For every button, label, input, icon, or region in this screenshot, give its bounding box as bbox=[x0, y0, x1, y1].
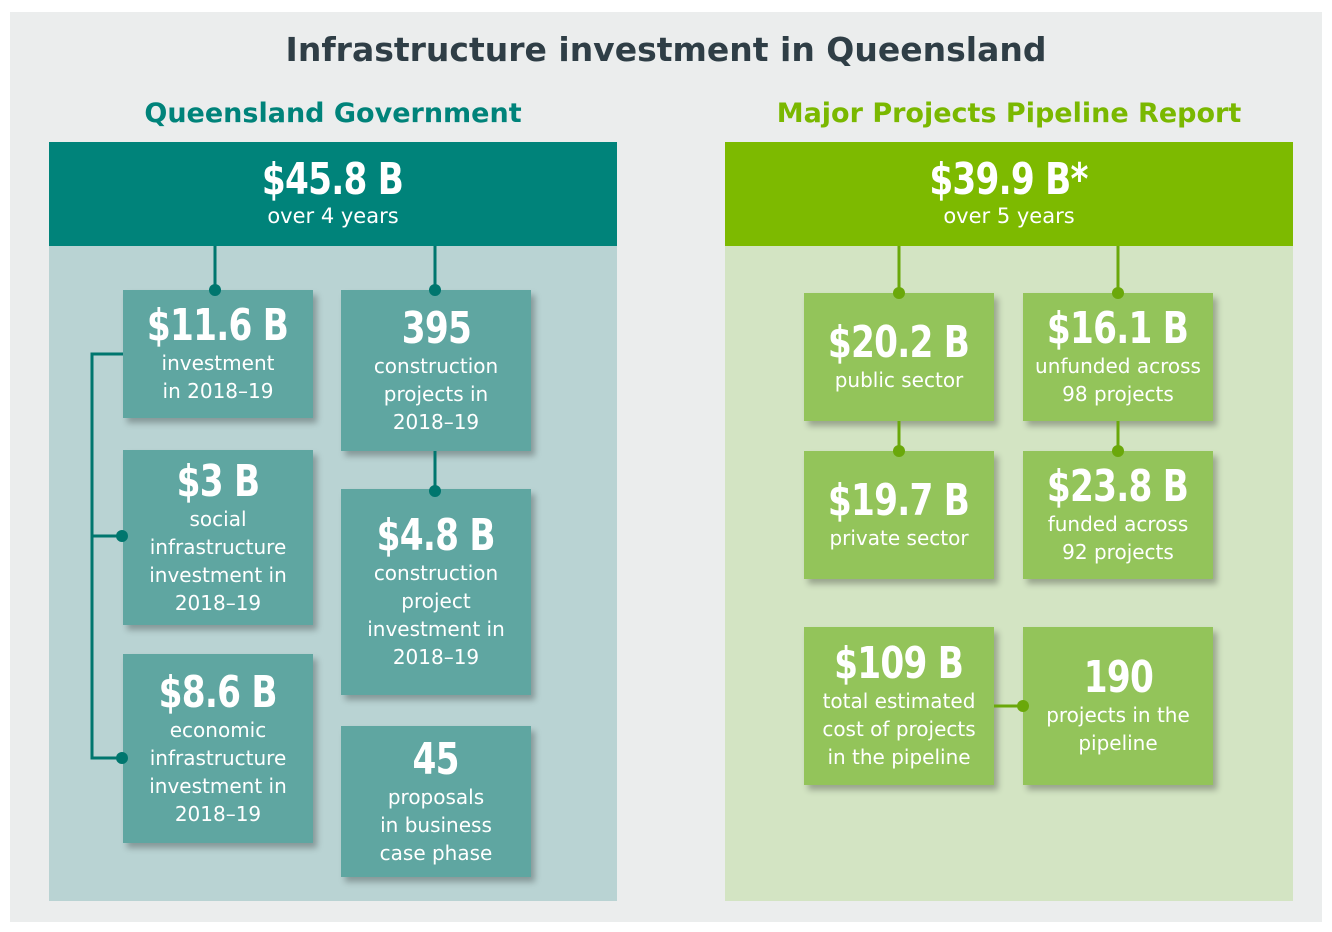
stat-text: social bbox=[189, 506, 247, 531]
stat-text: investment bbox=[161, 351, 275, 375]
stat-text: 2018–19 bbox=[174, 801, 262, 826]
stat-text: economic bbox=[169, 717, 267, 742]
stat-text: private sector bbox=[829, 526, 969, 550]
stat-text: unfunded across bbox=[1035, 354, 1201, 378]
connector-dot bbox=[893, 445, 905, 457]
title: Infrastructure investment in Queensland bbox=[285, 30, 1047, 69]
panel-heading: Major Projects Pipeline Report bbox=[776, 98, 1242, 129]
stat-value-row: $19.7 B bbox=[804, 478, 994, 524]
connector-dot bbox=[429, 485, 441, 497]
stat-text: 2018–19 bbox=[174, 590, 262, 615]
stat-value-row: $23.8 B bbox=[1023, 464, 1213, 510]
header-value-row: $39.9 B* bbox=[725, 142, 1293, 204]
stat-text: in the pipeline bbox=[827, 745, 971, 769]
stat-value-row: 45 bbox=[341, 733, 531, 785]
stat-text: projects in the bbox=[1046, 703, 1190, 727]
header-value: $39.9 B* bbox=[929, 154, 1089, 205]
header-value-row: $45.8 B bbox=[49, 142, 617, 204]
stat-text: proposals bbox=[387, 784, 485, 809]
stat-box: 190 projects in the pipeline bbox=[1023, 627, 1213, 785]
stat-value: 190 bbox=[1083, 652, 1153, 703]
stat-text: projects in bbox=[383, 381, 489, 406]
stat-text: funded across bbox=[1047, 512, 1189, 536]
connector-dot bbox=[116, 530, 128, 542]
connector-dot bbox=[429, 284, 441, 296]
panel-header: $39.9 B* over 5 years bbox=[725, 142, 1293, 246]
stat-value: 395 bbox=[401, 302, 471, 354]
header-subtitle: over 4 years bbox=[267, 204, 399, 228]
connector-dot bbox=[1017, 700, 1029, 712]
stat-value: $11.6 B bbox=[147, 300, 289, 351]
stat-text: public sector bbox=[834, 368, 964, 392]
stat-value-row: $4.8 B bbox=[341, 513, 531, 559]
stat-text: 2018–19 bbox=[392, 645, 480, 669]
stat-text: case phase bbox=[379, 840, 493, 865]
stat-text: cost of projects bbox=[822, 717, 976, 741]
stat-value: 45 bbox=[412, 733, 460, 785]
connector-dot bbox=[893, 287, 905, 299]
infographic: Infrastructure investment in Queensland … bbox=[10, 12, 1322, 922]
stat-text: investment in bbox=[149, 562, 287, 587]
stat-value-row: $109 B bbox=[804, 641, 994, 687]
connectors bbox=[90, 246, 1124, 764]
stat-value: $4.8 B bbox=[376, 510, 496, 561]
connector-dot bbox=[1112, 287, 1124, 299]
stat-value-row: 190 bbox=[1023, 655, 1213, 701]
stat-text: construction bbox=[373, 353, 499, 378]
stat-text: in business bbox=[380, 812, 492, 837]
stat-value-row: $20.2 B bbox=[804, 320, 994, 366]
stat-text: 92 projects bbox=[1062, 540, 1174, 564]
stat-value: $23.8 B bbox=[1047, 461, 1189, 512]
stat-text: infrastructure bbox=[149, 745, 287, 770]
stat-text: 2018–19 bbox=[392, 409, 480, 434]
stat-value-row: $11.6 B bbox=[123, 303, 313, 349]
stat-value: $8.6 B bbox=[158, 666, 278, 718]
stat-value: $16.1 B bbox=[1047, 303, 1189, 354]
stat-value: $109 B bbox=[834, 638, 965, 689]
stat-box: 45 proposals in business case phase bbox=[341, 726, 531, 877]
panel-heading: Queensland Government bbox=[144, 98, 522, 129]
stat-box: 395 construction projects in 2018–19 bbox=[341, 290, 531, 451]
connector-line bbox=[90, 352, 123, 760]
stat-text: investment in bbox=[149, 773, 287, 798]
stat-value: $20.2 B bbox=[828, 317, 970, 368]
connector-dot bbox=[116, 752, 128, 764]
stat-value-row: 395 bbox=[341, 302, 531, 354]
stat-text: project bbox=[401, 589, 471, 613]
stat-value-row: $3 B bbox=[123, 455, 313, 507]
stat-text: 98 projects bbox=[1062, 382, 1174, 406]
header-value: $45.8 B bbox=[262, 154, 404, 205]
stat-text: total estimated bbox=[822, 689, 976, 713]
connector-dot bbox=[1112, 445, 1124, 457]
stat-value: $19.7 B bbox=[828, 475, 970, 526]
stat-text: investment in bbox=[367, 617, 505, 641]
stat-value-row: $16.1 B bbox=[1023, 306, 1213, 352]
stat-text: infrastructure bbox=[149, 534, 287, 559]
stat-value-row: $8.6 B bbox=[123, 666, 313, 718]
stat-text: in 2018–19 bbox=[162, 379, 274, 403]
stat-text: pipeline bbox=[1078, 731, 1158, 755]
header-subtitle: over 5 years bbox=[943, 204, 1075, 228]
connector-dot bbox=[209, 284, 221, 296]
stat-value: $3 B bbox=[176, 455, 261, 507]
stat-text: construction bbox=[373, 561, 499, 585]
